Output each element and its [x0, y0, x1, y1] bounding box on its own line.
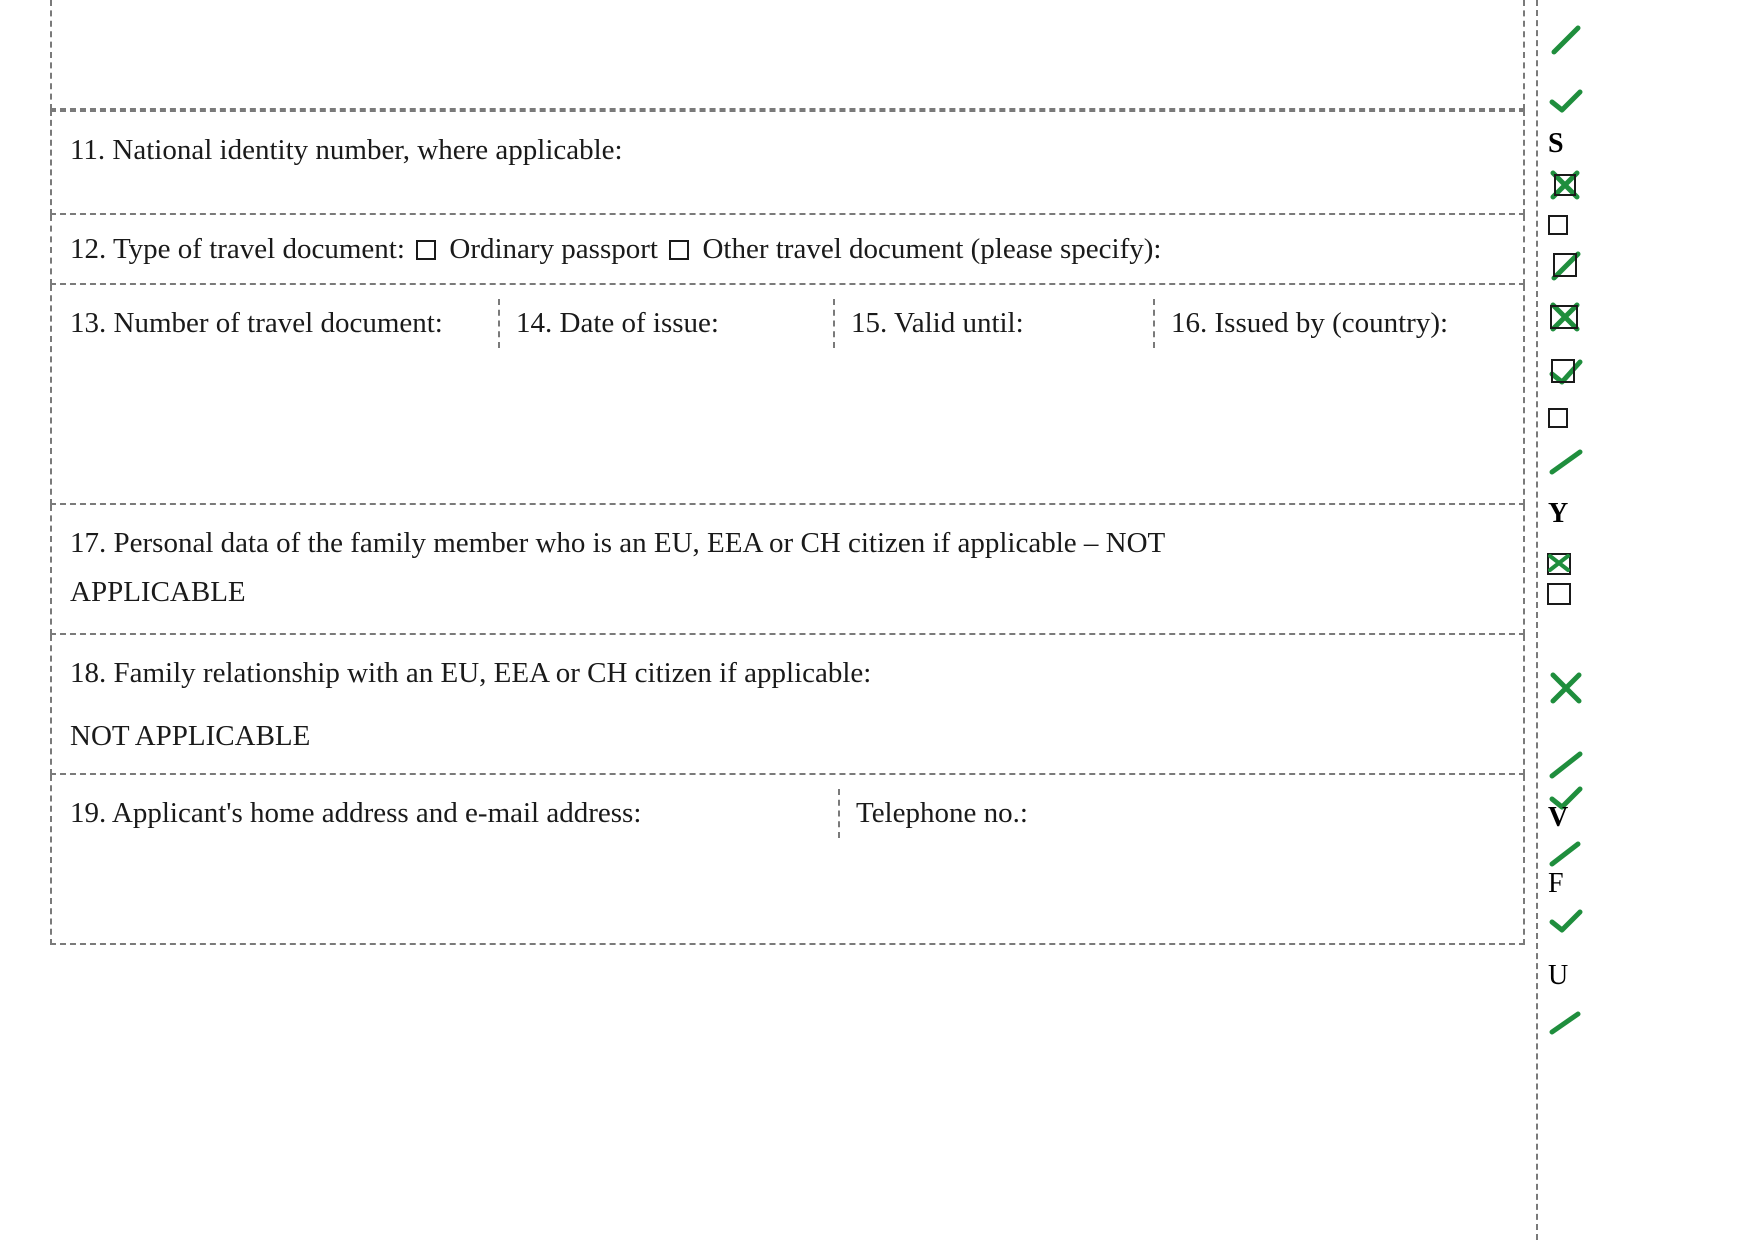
field-11-label: 11. National identity number, where appl…: [70, 134, 623, 166]
cell-16: 16. Issued by (country):: [1155, 299, 1505, 348]
row-13-16: 13. Number of travel document: 14. Date …: [50, 285, 1525, 505]
cell-14: 14. Date of issue:: [500, 299, 835, 348]
check-icon: [1548, 358, 1584, 388]
field-16-label: 16. Issued by (country):: [1171, 307, 1448, 339]
field-17-line2: APPLICABLE: [70, 568, 1505, 617]
slash-icon: [1548, 448, 1584, 476]
form-table: 11. National identity number, where appl…: [50, 0, 1525, 945]
cell-15: 15. Valid until:: [835, 299, 1155, 348]
slash-icon: [1548, 1010, 1582, 1036]
annotation-sidebar: S Y V F: [1536, 0, 1748, 1240]
field-15-label: 15. Valid until:: [851, 307, 1024, 339]
check-icon: [1548, 908, 1584, 936]
field-12-opt1: Ordinary passport: [449, 233, 665, 265]
cell-19-right: Telephone no.:: [840, 789, 1505, 838]
field-13-label: 13. Number of travel document:: [70, 307, 443, 339]
slash-icon: [1548, 248, 1584, 284]
side-letter-f: F: [1548, 868, 1564, 900]
cell-13: 13. Number of travel document:: [70, 299, 500, 348]
field-19-left-label: 19. Applicant's home address and e-mail …: [70, 797, 641, 829]
side-letter-v: V: [1548, 802, 1568, 834]
empty-checkbox-icon: [1548, 215, 1568, 235]
x-mark-icon: [1548, 168, 1582, 202]
side-letter-y: Y: [1548, 498, 1568, 530]
field-14-label: 14. Date of issue:: [516, 307, 719, 339]
field-12-opt2: Other travel document (please specify):: [702, 233, 1161, 265]
row-17: 17. Personal data of the family member w…: [50, 505, 1525, 635]
checkbox-ordinary-passport[interactable]: [416, 240, 436, 260]
side-letter-u: U: [1548, 960, 1568, 992]
row-19: 19. Applicant's home address and e-mail …: [50, 775, 1525, 945]
slash-icon: [1548, 750, 1584, 780]
row-12: 12. Type of travel document: Ordinary pa…: [50, 215, 1525, 285]
checkbox-other-document[interactable]: [669, 240, 689, 260]
x-mark-icon: [1548, 300, 1582, 334]
field-18-line2: NOT APPLICABLE: [70, 712, 1505, 761]
double-box-x-icon: [1544, 550, 1584, 610]
slash-icon: [1548, 22, 1584, 58]
row-18: 18. Family relationship with an EU, EEA …: [50, 635, 1525, 775]
row-11: 11. National identity number, where appl…: [50, 110, 1525, 215]
x-mark-icon: [1548, 670, 1584, 706]
cell-19-left: 19. Applicant's home address and e-mail …: [70, 789, 840, 838]
field-19-right-label: Telephone no.:: [856, 797, 1028, 829]
field-18-line1: 18. Family relationship with an EU, EEA …: [70, 649, 1505, 698]
row-top-blank: [50, 0, 1525, 110]
field-12-prefix: 12. Type of travel document:: [70, 233, 412, 265]
empty-checkbox-icon: [1548, 408, 1568, 428]
side-letter-s: S: [1548, 128, 1564, 160]
check-icon: [1548, 88, 1584, 116]
slash-icon: [1548, 840, 1582, 868]
field-17-line1: 17. Personal data of the family member w…: [70, 519, 1505, 568]
